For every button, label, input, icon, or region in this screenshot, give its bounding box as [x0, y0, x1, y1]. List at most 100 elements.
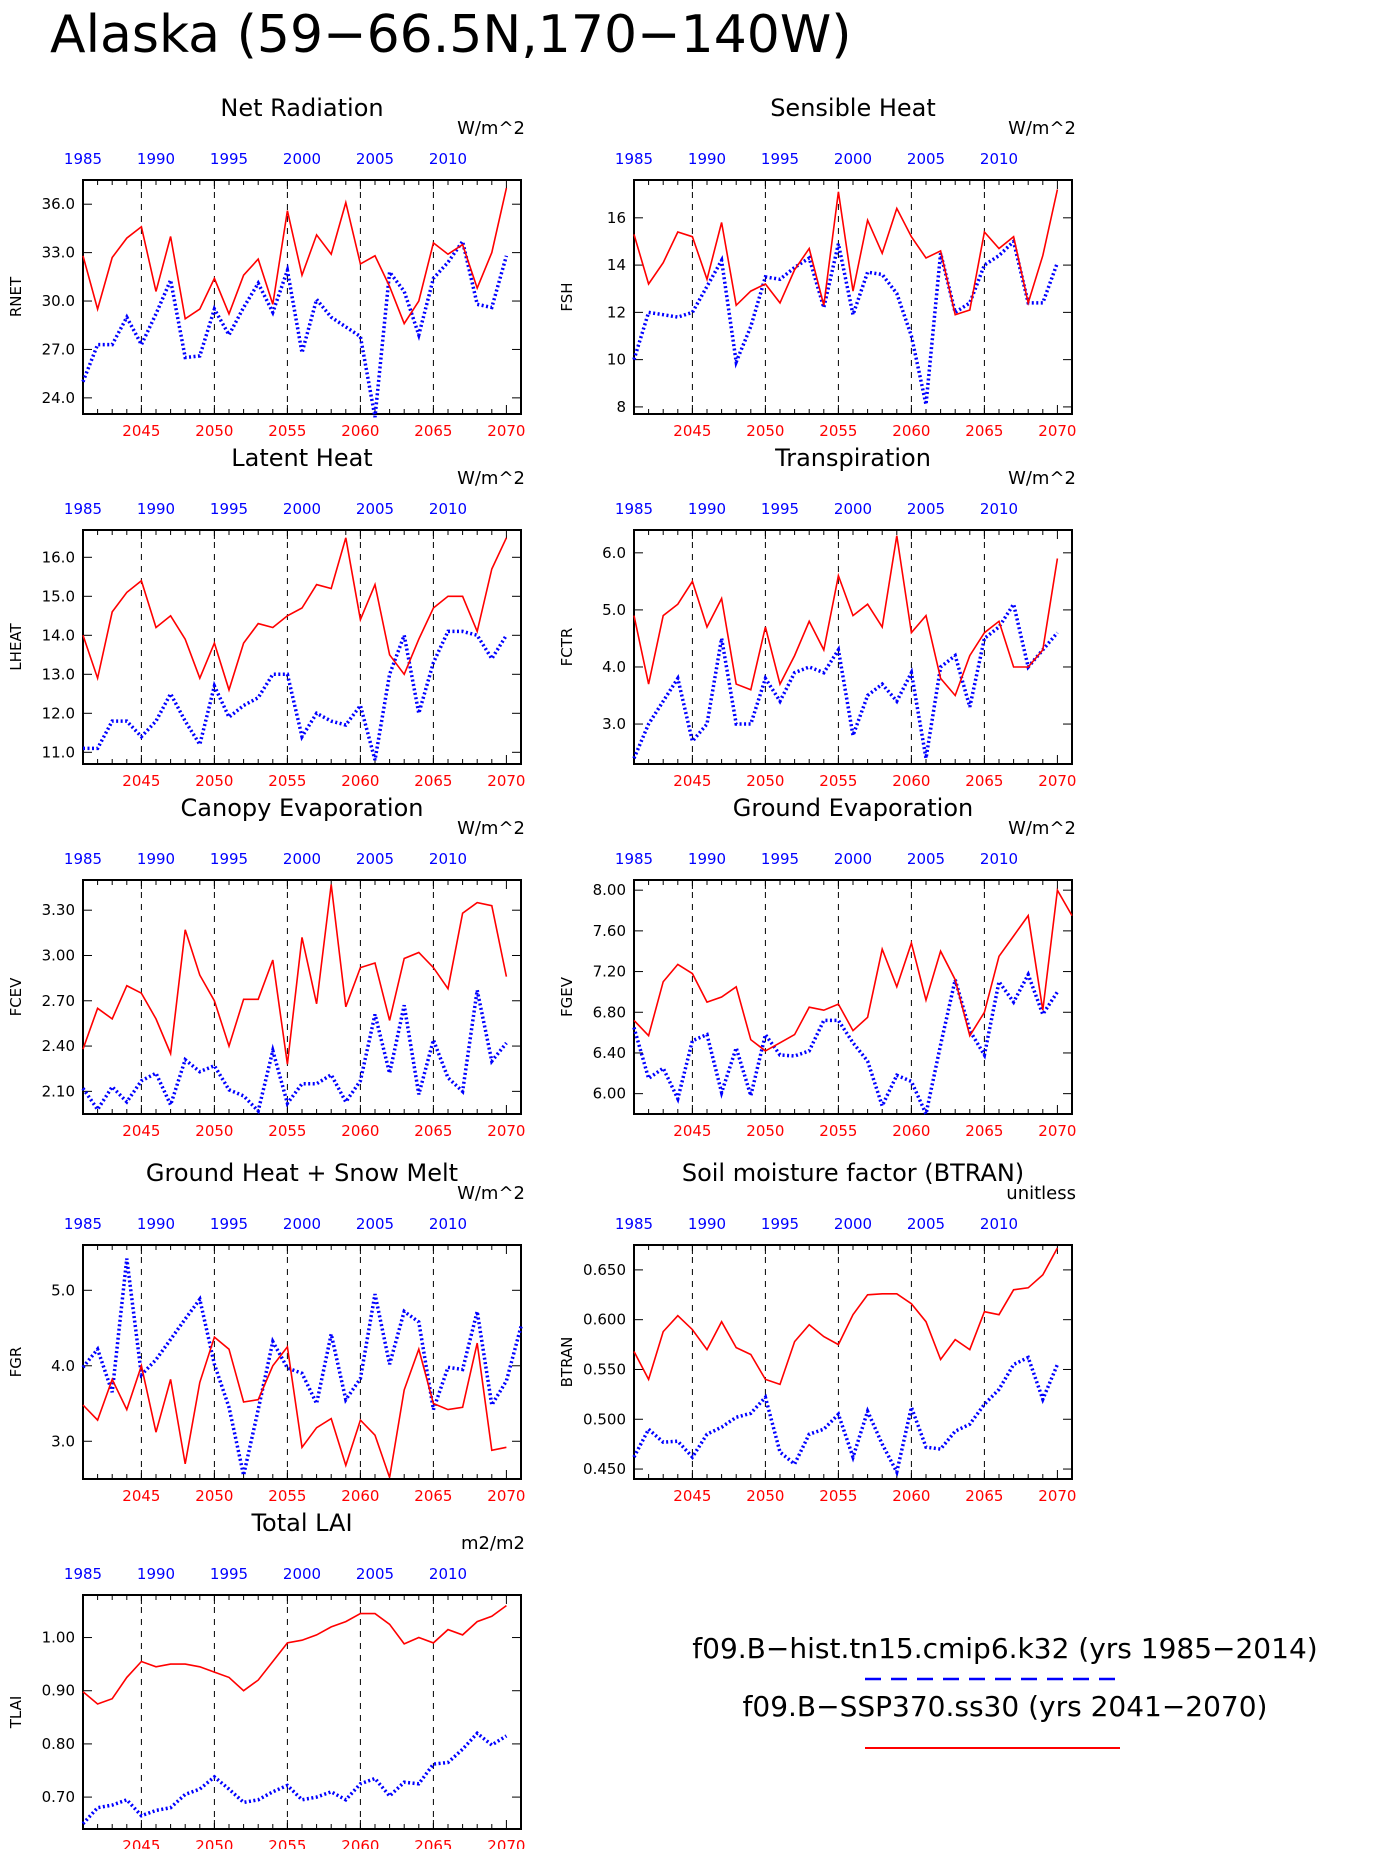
- legend-entry-hist-label: f09.B−hist.tn15.cmip6.k32 (yrs 1985−2014…: [692, 1632, 1317, 1665]
- tick-label-bottom: 2050: [746, 422, 784, 440]
- tick-label-top: 2005: [907, 150, 945, 168]
- tick-label-bottom: 2070: [1038, 1122, 1076, 1140]
- tick-label-bottom: 2060: [892, 1122, 930, 1140]
- tick-label-top: 2000: [283, 1215, 321, 1233]
- y-tick-label: 0.500: [583, 1410, 626, 1428]
- y-tick-label: 3.0: [602, 715, 626, 733]
- tick-label-bottom: 2070: [487, 1487, 525, 1505]
- tick-label-bottom: 2065: [965, 422, 1003, 440]
- y-tick-label: 8.00: [593, 881, 626, 899]
- tick-label-top: 2010: [429, 150, 467, 168]
- y-tick-label: 0.450: [583, 1460, 626, 1478]
- y-tick-label: 4.0: [602, 658, 626, 676]
- plot-frame: [633, 1244, 1073, 1480]
- y-axis-label: FSH: [558, 282, 576, 311]
- tick-label-top: 2000: [283, 1565, 321, 1583]
- panel-units: W/m^2: [1008, 468, 1076, 489]
- y-tick-label: 6.00: [593, 1085, 626, 1103]
- y-axis-label: FCEV: [7, 977, 25, 1017]
- y-tick-label: 0.550: [583, 1360, 626, 1378]
- series-line-ssp: [82, 884, 508, 1065]
- tick-label-bottom: 2055: [819, 1487, 857, 1505]
- tick-label-bottom: 2045: [673, 1122, 711, 1140]
- tick-label-bottom: 2050: [195, 1837, 233, 1849]
- y-tick-label: 8: [616, 398, 626, 416]
- plot-frame: [82, 1594, 522, 1830]
- tick-label-top: 1995: [761, 500, 799, 518]
- series-line-hist: [632, 238, 1060, 405]
- panel-title: Soil moisture factor (BTRAN): [682, 1159, 1024, 1187]
- series-line-ssp: [633, 887, 1073, 1052]
- y-tick-label: 0.600: [583, 1311, 626, 1329]
- tick-label-bottom: 2065: [414, 1122, 452, 1140]
- tick-label-top: 2005: [356, 850, 394, 868]
- tick-label-bottom: 2055: [819, 772, 857, 790]
- tick-label-bottom: 2045: [673, 772, 711, 790]
- tick-label-bottom: 2065: [965, 772, 1003, 790]
- tick-label-bottom: 2065: [965, 1487, 1003, 1505]
- tick-label-bottom: 2050: [746, 772, 784, 790]
- series-line-hist: [81, 1258, 523, 1476]
- y-tick-label: 3.00: [42, 946, 75, 964]
- tick-label-bottom: 2060: [341, 422, 379, 440]
- tick-label-top: 2005: [356, 1215, 394, 1233]
- y-axis-label: BTRAN: [558, 1337, 576, 1388]
- tick-label-top: 1990: [137, 500, 175, 518]
- y-tick-label: 7.20: [593, 963, 626, 981]
- tick-label-top: 1995: [210, 1215, 248, 1233]
- tick-label-bottom: 2070: [487, 1837, 525, 1849]
- y-tick-label: 13.0: [42, 665, 75, 683]
- tick-label-top: 1995: [761, 1215, 799, 1233]
- tick-label-bottom: 2050: [195, 1122, 233, 1140]
- tick-label-bottom: 2045: [122, 1487, 160, 1505]
- tick-label-top: 2000: [834, 1215, 872, 1233]
- tick-label-top: 1985: [615, 850, 653, 868]
- tick-label-top: 2010: [980, 150, 1018, 168]
- y-tick-label: 2.70: [42, 992, 75, 1010]
- legend-entry-ssp-label: f09.B−SSP370.ss30 (yrs 2041−2070): [743, 1690, 1268, 1723]
- tick-label-top: 2005: [907, 1215, 945, 1233]
- y-tick-label: 36.0: [42, 195, 75, 213]
- tick-label-top: 2000: [834, 150, 872, 168]
- y-tick-label: 3.0: [51, 1432, 75, 1450]
- tick-label-bottom: 2070: [1038, 772, 1076, 790]
- y-tick-label: 14: [607, 256, 626, 274]
- plot-frame: [82, 879, 522, 1115]
- tick-label-top: 2005: [356, 150, 394, 168]
- tick-label-bottom: 2050: [195, 1487, 233, 1505]
- y-axis-label: LHEAT: [7, 622, 25, 670]
- panel-title: Total LAI: [250, 1509, 352, 1537]
- tick-label-top: 1990: [137, 150, 175, 168]
- y-axis-label: FCTR: [558, 628, 576, 667]
- tick-label-bottom: 2065: [414, 1837, 452, 1849]
- y-axis-label: TLAI: [7, 1696, 25, 1730]
- panel-title: Sensible Heat: [770, 94, 936, 122]
- y-tick-label: 6.40: [593, 1044, 626, 1062]
- panel-btran: Soil moisture factor (BTRAN)unitless 2045…: [558, 1159, 1076, 1505]
- y-tick-label: 0.90: [42, 1682, 75, 1700]
- tick-label-top: 1985: [64, 1215, 102, 1233]
- tick-label-bottom: 2055: [268, 772, 306, 790]
- series-line-hist: [81, 1730, 508, 1825]
- series-line-hist: [632, 599, 1059, 759]
- plot-frame: [633, 879, 1073, 1115]
- tick-label-top: 1990: [688, 500, 726, 518]
- tick-label-top: 1990: [137, 1215, 175, 1233]
- panel-lheat: Latent Heat W/m^2 2045 2050 2055 2060 2065 2070…: [7, 444, 525, 790]
- panels: Net Radiation W/m^2 2045 2050 2055 2060 2065 20…: [7, 94, 1076, 1849]
- figure-title: Alaska (59−66.5N,170−140W): [50, 5, 852, 65]
- panel-title: Ground Heat + Snow Melt: [146, 1159, 458, 1187]
- y-tick-label: 0.70: [42, 1788, 75, 1806]
- y-tick-label: 10: [607, 351, 626, 369]
- tick-label-top: 1990: [688, 1215, 726, 1233]
- panel-units: W/m^2: [1008, 118, 1076, 139]
- panel-units: unitless: [1006, 1183, 1076, 1204]
- tick-label-bottom: 2055: [268, 1122, 306, 1140]
- tick-label-bottom: 2070: [1038, 422, 1076, 440]
- tick-label-top: 1995: [761, 850, 799, 868]
- tick-label-top: 1995: [210, 1565, 248, 1583]
- tick-label-bottom: 2055: [268, 1837, 306, 1849]
- tick-label-top: 2000: [834, 850, 872, 868]
- tick-label-bottom: 2045: [673, 1487, 711, 1505]
